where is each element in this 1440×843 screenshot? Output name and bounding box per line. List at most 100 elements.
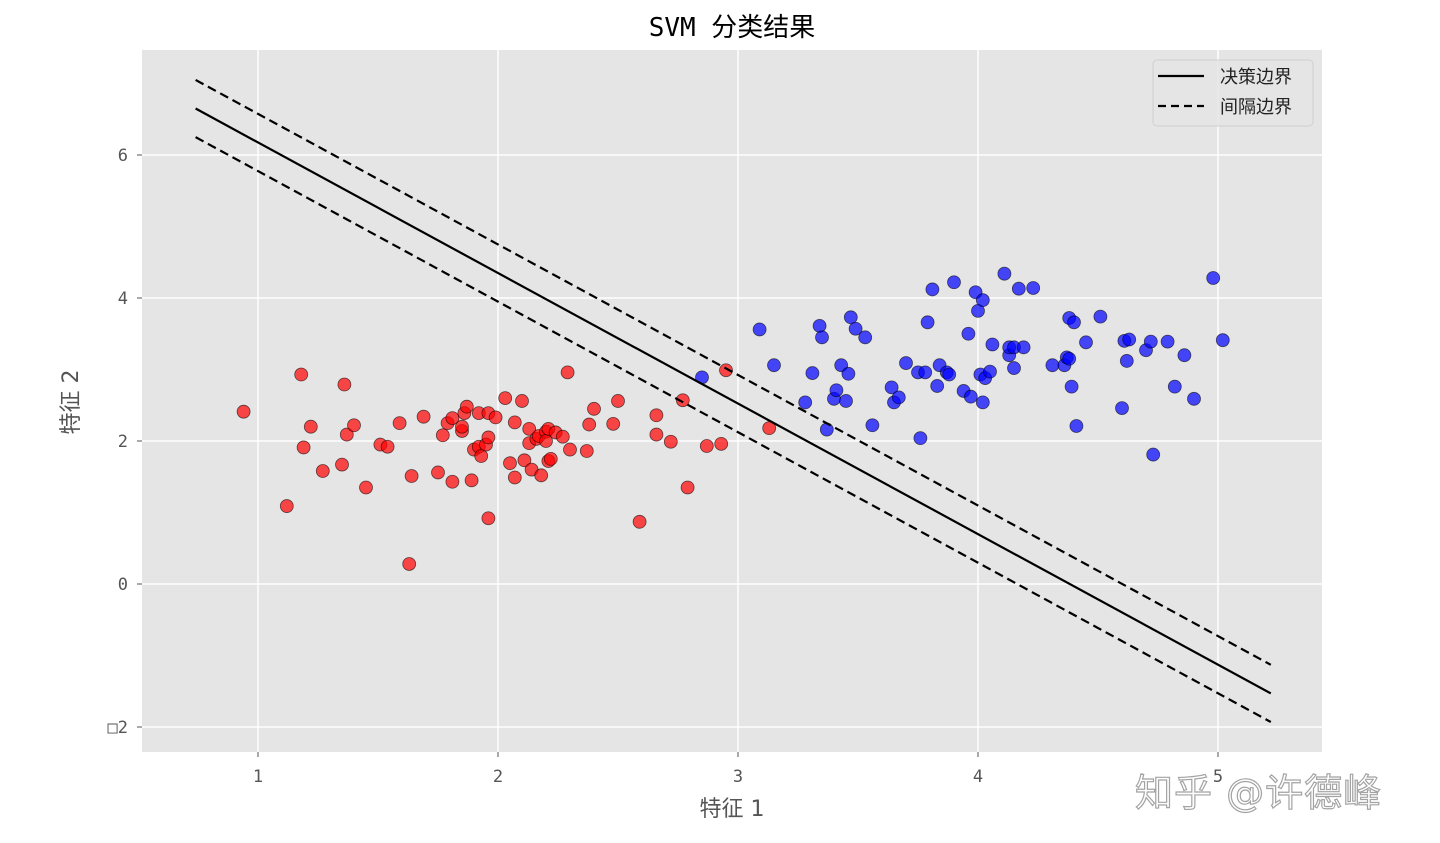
data-point-class_0 [464, 473, 479, 488]
data-point-class_0 [503, 456, 517, 471]
data-point-class_1 [930, 379, 945, 393]
data-point-class_0 [404, 469, 419, 483]
data-point-class_1 [1215, 333, 1230, 348]
data-point-class_0 [337, 377, 352, 392]
data-point-class_1 [942, 367, 957, 382]
y-tick-label: 2 [118, 432, 128, 452]
data-point-class_0 [582, 417, 597, 432]
data-point-class_0 [416, 409, 431, 424]
data-point-class_1 [983, 364, 997, 379]
data-point-class_1 [1026, 281, 1041, 295]
y-axis-label: 特征 2 [59, 370, 84, 435]
data-point-class_0 [507, 470, 522, 485]
data-point-class_1 [899, 356, 913, 370]
data-point-class_0 [488, 410, 503, 425]
data-point-class_1 [1007, 361, 1021, 375]
data-point-class_1 [1146, 447, 1161, 462]
data-point-class_0 [649, 427, 664, 442]
margin-boundary-line [195, 136, 1272, 723]
data-point-class_0 [431, 465, 445, 480]
data-point-class_1 [925, 282, 940, 297]
data-point-class_0 [435, 428, 450, 443]
x-tick-label: 1 [253, 767, 263, 787]
data-point-class_0 [498, 391, 513, 406]
data-point-class_1 [1206, 271, 1221, 285]
data-point-class_1 [858, 330, 873, 345]
data-point-class_1 [891, 390, 906, 405]
x-tick-label: 4 [973, 767, 983, 787]
data-point-class_1 [767, 358, 781, 373]
data-point-class_0 [455, 419, 469, 434]
data-point-class_1 [918, 365, 933, 380]
data-point-class_0 [294, 367, 309, 382]
data-point-class_0 [347, 418, 361, 433]
data-point-class_0 [563, 442, 577, 457]
data-point-class_0 [380, 439, 395, 454]
data-point-class_1 [997, 266, 1012, 281]
data-point-class_1 [1011, 281, 1026, 296]
data-point-class_0 [606, 416, 621, 431]
watermark: 知乎 @许德峰 [1134, 770, 1383, 815]
data-point-class_0 [675, 393, 690, 408]
data-point-class_1 [752, 322, 767, 337]
data-point-class_0 [517, 453, 532, 468]
data-point-class_0 [459, 399, 474, 414]
boundary-lines [195, 78, 1272, 723]
legend: 决策边界 间隔边界 [1152, 59, 1314, 127]
grid-lines [142, 50, 1322, 752]
data-point-class_0 [445, 411, 460, 426]
data-point-class_0 [339, 427, 354, 442]
data-point-class_1 [839, 394, 853, 408]
x-tick-label: 5 [1213, 767, 1223, 787]
data-point-class_1 [848, 321, 863, 336]
data-point-class_1 [1045, 358, 1060, 373]
data-points [236, 266, 1230, 571]
data-point-class_0 [719, 363, 733, 378]
y-axis-ticks: 6 4 2 0 □2 [108, 146, 142, 738]
data-point-class_1 [963, 389, 978, 404]
data-point-class_0 [680, 480, 695, 495]
x-tick-label: 3 [733, 767, 743, 787]
data-point-class_1 [805, 366, 820, 380]
data-point-class_1 [1115, 401, 1129, 416]
y-tick-label: □2 [108, 718, 128, 738]
data-point-class_0 [279, 499, 294, 513]
legend-label-margin-boundary: 间隔边界 [1220, 97, 1292, 118]
data-point-class_1 [1064, 379, 1079, 394]
data-point-class_1 [841, 366, 856, 381]
data-point-class_0 [555, 429, 570, 444]
data-point-class_0 [522, 421, 537, 436]
data-point-class_0 [534, 468, 549, 483]
data-point-class_1 [1016, 340, 1031, 355]
margin-boundary-line [195, 78, 1272, 666]
data-point-class_1 [865, 418, 880, 433]
data-point-class_0 [335, 457, 349, 472]
x-axis-label: 特征 1 [700, 797, 765, 822]
data-point-class_1 [1093, 309, 1108, 324]
data-point-class_0 [587, 401, 601, 416]
data-point-class_1 [1079, 335, 1093, 350]
data-point-class_1 [913, 431, 928, 446]
data-point-class_1 [985, 337, 1000, 352]
data-point-class_0 [714, 436, 729, 451]
data-point-class_0 [699, 439, 714, 453]
x-axis-ticks: 1 2 3 4 5 [253, 752, 1223, 787]
chart-title: SVM 分类结果 [649, 13, 816, 43]
data-point-class_0 [236, 404, 251, 419]
data-point-class_0 [611, 394, 625, 408]
data-point-class_1 [1062, 351, 1077, 366]
data-point-class_0 [663, 434, 678, 449]
legend-label-decision-boundary: 决策边界 [1220, 67, 1292, 88]
data-point-class_1 [947, 275, 961, 290]
data-point-class_0 [303, 419, 318, 434]
y-tick-label: 4 [118, 289, 128, 309]
data-point-class_0 [481, 511, 496, 526]
data-point-class_1 [829, 383, 844, 398]
data-point-class_0 [632, 514, 647, 529]
data-point-class_1 [1187, 391, 1201, 406]
data-point-class_1 [1119, 354, 1134, 368]
data-point-class_1 [975, 395, 990, 410]
y-tick-label: 0 [118, 575, 128, 595]
data-point-class_1 [975, 293, 990, 308]
